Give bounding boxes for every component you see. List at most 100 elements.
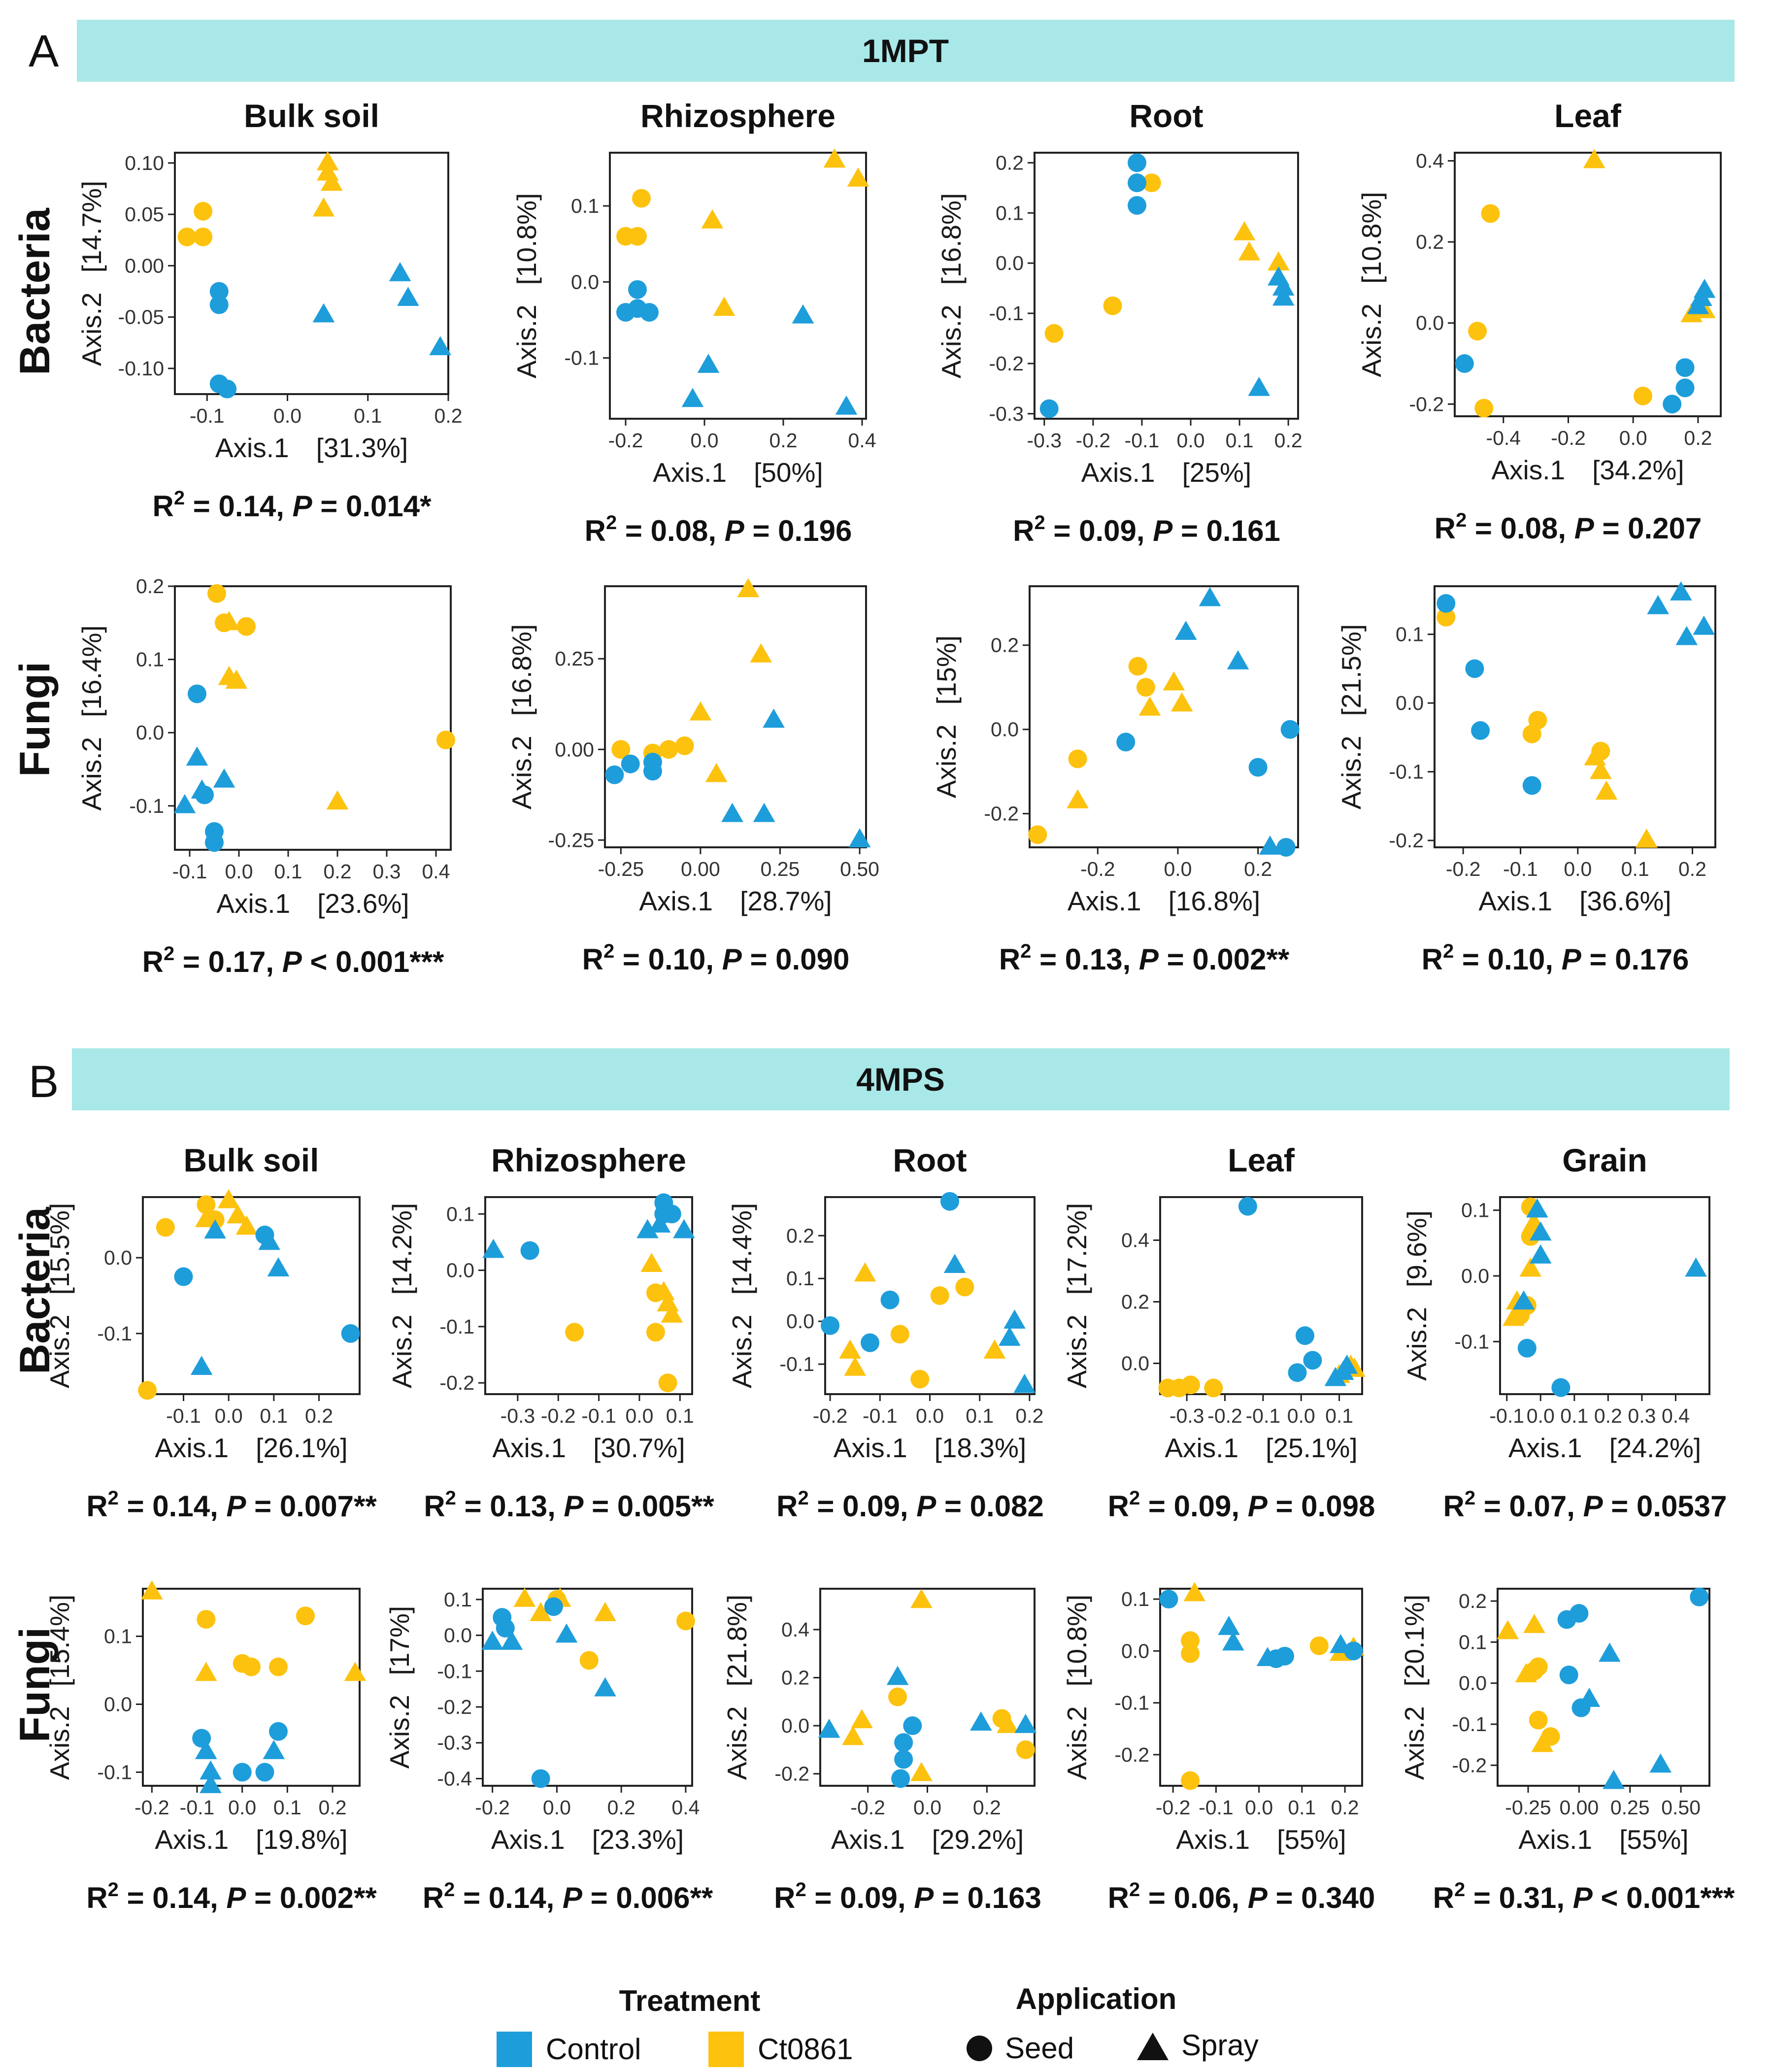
point-ct0861-seed — [1016, 1740, 1035, 1759]
x-axis-name: Axis.1 — [155, 1433, 229, 1463]
legend-application-title: Application — [1016, 1982, 1177, 2015]
y-axis-name: Axis.2 — [727, 1314, 757, 1388]
y-tick-label: 0.0 — [1461, 1265, 1489, 1287]
point-ct0861-spray — [141, 1580, 163, 1600]
point-control-seed — [628, 280, 647, 299]
x-axis-percent: [23.3%] — [592, 1824, 684, 1855]
y-axis-label: Axis.2 [15.4%] — [44, 1595, 75, 1780]
plot-frame — [1454, 152, 1722, 417]
point-control-spray — [482, 1238, 504, 1258]
y-axis-percent: [16.8%] — [506, 624, 537, 716]
x-tick-label: -0.3 — [501, 1404, 535, 1427]
point-ct0861-seed — [628, 227, 647, 246]
x-tick-label: 0.1 — [1325, 1404, 1353, 1427]
y-axis-percent: [10.8%] — [1062, 1595, 1092, 1687]
plot-frame — [604, 585, 867, 848]
stat-p-value: = 0.207 — [1594, 512, 1702, 545]
stat-r-sup: 2 — [445, 1487, 456, 1509]
stat-p: P — [226, 1490, 246, 1523]
stat-p-value: = 0.007** — [246, 1490, 377, 1523]
y-tick-label: 0.1 — [1459, 1631, 1487, 1653]
x-tick-label: 0.2 — [319, 1796, 347, 1819]
y-axis-name: Axis.2 — [1402, 1307, 1432, 1381]
stat-r-sup: 2 — [1129, 1879, 1140, 1901]
point-control-spray — [191, 779, 213, 799]
y-tick-label: 0.2 — [1121, 1291, 1149, 1313]
stat-p: P — [1153, 514, 1173, 547]
y-tick-label: -0.1 — [1389, 761, 1424, 783]
x-tick-label: 0.1 — [273, 1796, 301, 1819]
point-control-seed — [1663, 395, 1682, 414]
x-axis-percent: [34.2%] — [1592, 455, 1684, 485]
stat-r: R — [86, 1490, 107, 1523]
point-ct0861-seed — [1181, 1375, 1200, 1395]
point-control-spray — [555, 1623, 578, 1643]
y-axis-label: Axis.2 [21.5%] — [1336, 624, 1367, 809]
point-ct0861-spray — [705, 763, 728, 782]
point-control-spray — [1248, 376, 1270, 396]
x-axis-percent: [50%] — [754, 457, 823, 488]
x-axis-percent: [19.8%] — [256, 1824, 348, 1855]
stat-r: R — [424, 1490, 445, 1523]
y-axis-label: Axis.2 [17%] — [384, 1606, 415, 1769]
y-axis-label: Axis.2 [14.2%] — [387, 1203, 417, 1388]
y-axis-label: Axis.2 [15.5%] — [44, 1203, 75, 1388]
point-control-seed — [544, 1597, 563, 1616]
x-tick-label: 0.50 — [840, 858, 879, 880]
point-control-spray — [886, 1666, 909, 1685]
point-control-spray — [763, 708, 785, 728]
stat-r2-value: = 0.13, — [1031, 943, 1139, 976]
x-axis-percent: [16.8%] — [1169, 886, 1261, 916]
stat-p: P — [1248, 1881, 1268, 1914]
legend-seed-label: Seed — [1005, 2032, 1074, 2065]
point-ct0861-seed — [156, 1218, 175, 1237]
point-ct0861-seed — [579, 1651, 599, 1670]
x-axis-label: Axis.1 [19.8%] — [155, 1824, 347, 1855]
y-tick-label: -0.1 — [1114, 1692, 1149, 1714]
y-axis-name: Axis.2 — [511, 304, 542, 378]
y-tick-label: 0.0 — [996, 252, 1024, 274]
panel-stat: R2 = 0.08, P = 0.207 — [1435, 509, 1702, 545]
point-ct0861-seed — [436, 731, 455, 750]
x-tick-label: 0.2 — [1331, 1796, 1359, 1819]
x-tick-label: -0.1 — [190, 404, 225, 427]
point-control-spray — [1218, 1615, 1240, 1635]
plot-frame — [1497, 1588, 1710, 1787]
point-ct0861-seed — [675, 736, 694, 755]
y-axis-name: Axis.2 — [1336, 735, 1367, 809]
y-axis-name: Axis.2 — [936, 304, 967, 378]
x-tick-label: 0.4 — [671, 1796, 700, 1819]
stat-r-sup: 2 — [1454, 1879, 1465, 1901]
point-ct0861-seed — [676, 1611, 695, 1631]
stat-r-sup: 2 — [108, 1879, 119, 1901]
panel-A-bact-leaf: Leaf -0.4 -0.2 0.0 0.2 0.4 0.2 0.0 -0.2 Axis.1 [34… — [1356, 98, 1722, 545]
point-ct0861-spray — [1531, 1733, 1554, 1752]
stat-r-sup: 2 — [1129, 1487, 1140, 1509]
y-tick-label: -0.1 — [1452, 1713, 1487, 1736]
y-axis-name: Axis.2 — [44, 1706, 75, 1780]
point-ct0861-seed — [658, 1373, 677, 1393]
point-ct0861-spray — [910, 1762, 933, 1781]
x-tick-label: -0.1 — [581, 1404, 616, 1427]
plot-frame — [609, 152, 867, 420]
x-axis-percent: [55%] — [1277, 1824, 1346, 1855]
point-control-spray — [267, 1257, 290, 1277]
x-tick-label: 0.2 — [305, 1404, 333, 1427]
stat-p: P — [1562, 943, 1582, 976]
point-ct0861-seed — [910, 1370, 930, 1389]
stat-r2-value: = 0.09, — [806, 1881, 914, 1914]
x-axis-name: Axis.1 — [492, 1433, 566, 1463]
panel-title: Rhizosphere — [491, 1142, 686, 1178]
stat-p-value: = 0.161 — [1172, 514, 1280, 547]
x-tick-label: -0.2 — [1551, 427, 1586, 449]
stat-r: R — [776, 1490, 798, 1523]
x-tick-label: 0.2 — [607, 1796, 635, 1819]
point-ct0861-spray — [195, 1662, 217, 1681]
plot-frame — [484, 1196, 693, 1395]
point-control-seed — [174, 1267, 193, 1286]
stat-r-sup: 2 — [444, 1879, 455, 1901]
y-axis-percent: [9.6%] — [1402, 1210, 1432, 1287]
x-tick-label: 0.0 — [916, 1404, 944, 1427]
stat-p-value: < 0.001*** — [1593, 1881, 1735, 1914]
y-tick-label: -0.1 — [1454, 1330, 1489, 1353]
